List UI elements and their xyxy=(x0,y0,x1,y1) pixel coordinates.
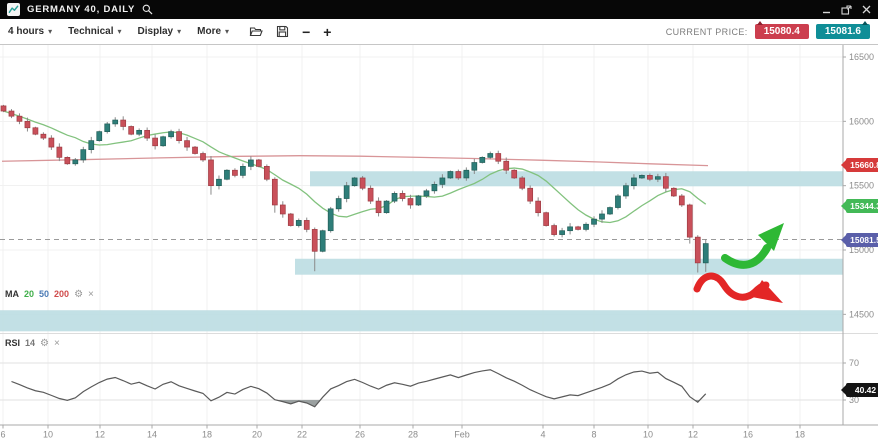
time-axis-label: 12 xyxy=(688,430,698,440)
ma-remove-icon[interactable]: × xyxy=(88,288,94,300)
rsi-value-badge: 40.42 xyxy=(841,383,878,398)
price-badge-0: 15660.8 xyxy=(841,157,878,172)
time-axis-label: 4 xyxy=(540,430,545,440)
rsi-line xyxy=(11,369,707,408)
chevron-down-icon: ▾ xyxy=(117,27,122,36)
time-axis-label: 10 xyxy=(43,430,53,440)
chevron-down-icon: ▾ xyxy=(225,27,230,36)
app-logo-icon xyxy=(7,3,20,16)
time-axis-label: Feb xyxy=(454,430,470,440)
price-axis-tick: 15000 xyxy=(849,245,874,255)
popout-button[interactable] xyxy=(841,4,852,15)
ma-period-20: 20 xyxy=(24,289,35,299)
minimize-button[interactable] xyxy=(822,5,831,14)
rsi-remove-icon[interactable]: × xyxy=(54,337,60,349)
more-dropdown[interactable]: More ▾ xyxy=(197,26,229,37)
chart-canvas[interactable]: 16500 16000 15500 15000 14500 70 30 6 10 12 14 18 20… xyxy=(0,45,878,448)
price-axis-tick: 16000 xyxy=(849,116,874,126)
window-titlebar: GERMANY 40, DAILY xyxy=(0,0,878,19)
sell-price-badge[interactable]: 15080.4 xyxy=(754,21,809,39)
ma-period-200: 200 xyxy=(54,289,70,299)
time-axis-label: 18 xyxy=(795,430,805,440)
time-axis-label: 6 xyxy=(0,430,5,440)
timeframe-dropdown-label: 4 hours xyxy=(8,26,45,37)
time-axis-label: 28 xyxy=(408,430,418,440)
candlestick-series xyxy=(0,104,709,273)
time-axis-label: 18 xyxy=(202,430,212,440)
time-axis-label: 22 xyxy=(297,430,307,440)
chart-toolbar: 4 hours ▾ Technical ▾ Display ▾ More ▾ xyxy=(0,19,878,45)
grid-lines xyxy=(0,45,843,425)
save-icon[interactable] xyxy=(276,25,289,38)
support-resistance-zones xyxy=(0,171,843,332)
rsi-indicator-legend: RSI 14 ⚙ × xyxy=(5,338,60,348)
time-axis-label: 14 xyxy=(147,430,157,440)
time-axis-label: 12 xyxy=(95,430,105,440)
axis-labels: 16500 16000 15500 15000 14500 70 30 6 10 12 14 18 20… xyxy=(0,52,874,440)
display-dropdown-label: Display xyxy=(137,26,174,37)
bearish-continuation-arrow xyxy=(693,272,783,303)
open-folder-icon[interactable] xyxy=(249,25,263,38)
display-dropdown[interactable]: Display ▾ xyxy=(138,26,182,37)
more-dropdown-label: More xyxy=(197,26,222,37)
price-zone xyxy=(0,310,843,332)
zoom-in-button[interactable]: + xyxy=(323,23,332,40)
time-axis-label: 8 xyxy=(591,430,596,440)
close-button[interactable] xyxy=(862,5,871,14)
ma-period-50: 50 xyxy=(39,289,50,299)
zoom-out-button[interactable]: − xyxy=(302,23,311,40)
ma-indicator-legend: MA 20 50 200 ⚙ × xyxy=(5,289,94,299)
chart-region: 16500 16000 15500 15000 14500 70 30 6 10 12 14 18 20… xyxy=(0,45,878,448)
price-zone xyxy=(310,171,843,187)
technical-dropdown[interactable]: Technical ▾ xyxy=(68,26,121,37)
moving-average-lines xyxy=(1,110,709,224)
annotations xyxy=(693,223,784,303)
search-icon[interactable] xyxy=(142,4,153,15)
ma-settings-gear-icon[interactable]: ⚙ xyxy=(74,288,84,300)
buy-price-badge[interactable]: 15081.6 xyxy=(815,21,870,39)
timeframe-dropdown[interactable]: 4 hours ▾ xyxy=(8,26,52,37)
ma-slow-line xyxy=(1,155,709,167)
price-axis-tick: 15500 xyxy=(849,181,874,191)
rsi-settings-gear-icon[interactable]: ⚙ xyxy=(40,337,49,349)
rsi-period: 14 xyxy=(25,338,36,348)
price-badge-2: 15081.5 xyxy=(841,232,878,247)
axes xyxy=(0,45,878,429)
price-axis-tick: 16500 xyxy=(849,52,874,62)
ma-label: MA xyxy=(5,289,19,299)
rsi-axis-tick: 30 xyxy=(849,395,859,405)
current-price-label: CURRENT PRICE: xyxy=(665,26,748,37)
time-axis-label: 16 xyxy=(743,430,753,440)
chevron-down-icon: ▾ xyxy=(48,27,53,36)
time-axis-label: 20 xyxy=(252,430,262,440)
time-axis-label: 26 xyxy=(355,430,365,440)
window-title: GERMANY 40, DAILY xyxy=(27,4,136,15)
price-badge-1: 15344.3 xyxy=(841,198,878,213)
chevron-down-icon: ▾ xyxy=(177,27,182,36)
technical-dropdown-label: Technical xyxy=(68,26,114,37)
rsi-oversold-fill xyxy=(11,400,706,407)
rsi-indicator xyxy=(11,369,707,408)
ma-fast-line xyxy=(3,110,707,224)
rsi-label: RSI xyxy=(5,338,21,348)
time-axis-label: 10 xyxy=(643,430,653,440)
rsi-axis-tick: 70 xyxy=(849,358,859,368)
bullish-reversal-arrow xyxy=(721,223,784,269)
price-axis-tick: 14500 xyxy=(849,309,874,319)
